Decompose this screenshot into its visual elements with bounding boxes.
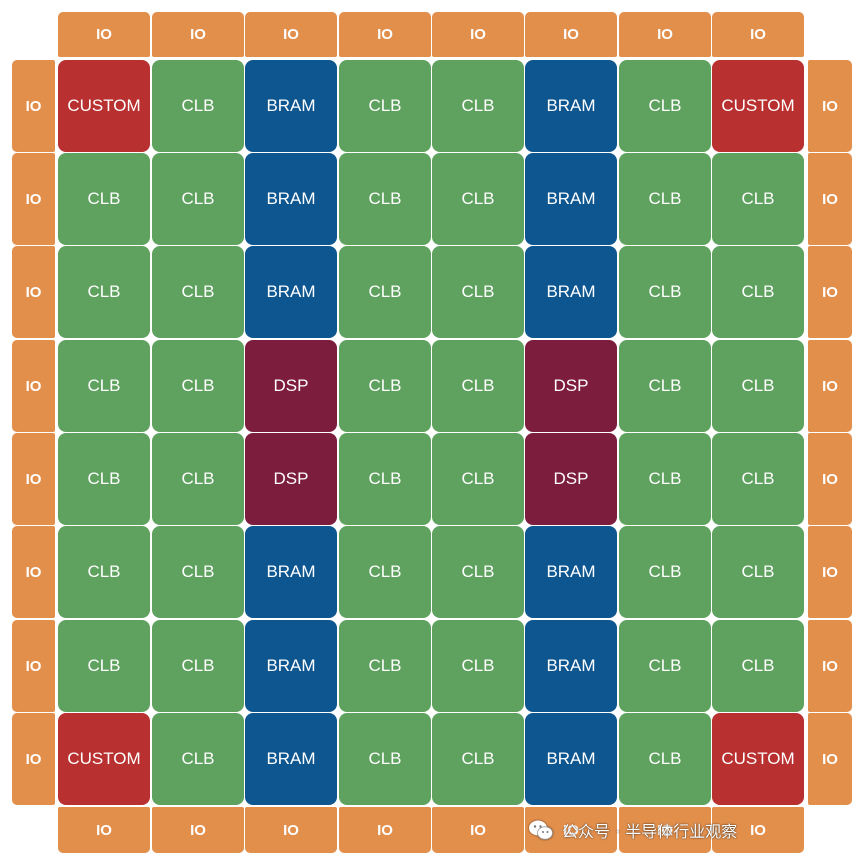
- clb-block: CLB: [712, 153, 804, 245]
- clb-block: CLB: [339, 340, 431, 432]
- clb-block: CLB: [432, 433, 524, 525]
- io-pad-left-7: IO: [12, 620, 55, 712]
- io-pad-left-8: IO: [12, 713, 55, 805]
- bram-block: BRAM: [525, 60, 617, 152]
- clb-block: CLB: [58, 153, 150, 245]
- io-pad-left-6: IO: [12, 526, 55, 618]
- io-pad-left-2: IO: [12, 153, 55, 245]
- io-pad-bottom-5: IO: [432, 807, 524, 853]
- io-pad-left-4: IO: [12, 340, 55, 432]
- clb-block: CLB: [432, 340, 524, 432]
- clb-block: CLB: [152, 526, 244, 618]
- io-pad-top-7: IO: [619, 12, 711, 57]
- bram-block: BRAM: [245, 60, 337, 152]
- clb-block: CLB: [432, 620, 524, 712]
- io-pad-right-6: IO: [808, 526, 852, 618]
- io-pad-left-1: IO: [12, 60, 55, 152]
- io-pad-top-4: IO: [339, 12, 431, 57]
- clb-block: CLB: [619, 246, 711, 338]
- clb-block: CLB: [152, 620, 244, 712]
- clb-block: CLB: [432, 60, 524, 152]
- clb-block: CLB: [432, 713, 524, 805]
- clb-block: CLB: [619, 526, 711, 618]
- clb-block: CLB: [712, 526, 804, 618]
- clb-block: CLB: [152, 246, 244, 338]
- clb-block: CLB: [339, 713, 431, 805]
- clb-block: CLB: [339, 433, 431, 525]
- io-pad-top-6: IO: [525, 12, 617, 57]
- clb-block: CLB: [432, 526, 524, 618]
- io-pad-bottom-4: IO: [339, 807, 431, 853]
- clb-block: CLB: [152, 153, 244, 245]
- io-pad-right-7: IO: [808, 620, 852, 712]
- clb-block: CLB: [58, 246, 150, 338]
- dsp-block: DSP: [245, 340, 337, 432]
- io-pad-bottom-8: IO: [712, 807, 804, 853]
- io-pad-right-4: IO: [808, 340, 852, 432]
- clb-block: CLB: [712, 246, 804, 338]
- bram-block: BRAM: [525, 713, 617, 805]
- clb-block: CLB: [58, 433, 150, 525]
- io-pad-bottom-6: IO: [525, 807, 617, 853]
- clb-block: CLB: [152, 713, 244, 805]
- io-pad-bottom-1: IO: [58, 807, 150, 853]
- clb-block: CLB: [619, 153, 711, 245]
- clb-block: CLB: [339, 246, 431, 338]
- io-pad-right-5: IO: [808, 433, 852, 525]
- clb-block: CLB: [619, 433, 711, 525]
- clb-block: CLB: [339, 620, 431, 712]
- clb-block: CLB: [58, 340, 150, 432]
- io-pad-bottom-3: IO: [245, 807, 337, 853]
- io-pad-right-3: IO: [808, 246, 852, 338]
- clb-block: CLB: [58, 620, 150, 712]
- io-pad-right-2: IO: [808, 153, 852, 245]
- io-pad-right-1: IO: [808, 60, 852, 152]
- clb-block: CLB: [339, 526, 431, 618]
- clb-block: CLB: [619, 60, 711, 152]
- clb-block: CLB: [619, 620, 711, 712]
- clb-block: CLB: [619, 340, 711, 432]
- clb-block: CLB: [432, 246, 524, 338]
- io-pad-top-2: IO: [152, 12, 244, 57]
- io-pad-bottom-7: IO: [619, 807, 711, 853]
- bram-block: BRAM: [525, 620, 617, 712]
- clb-block: CLB: [712, 620, 804, 712]
- clb-block: CLB: [58, 526, 150, 618]
- bram-block: BRAM: [525, 153, 617, 245]
- clb-block: CLB: [339, 153, 431, 245]
- custom-block: CUSTOM: [712, 713, 804, 805]
- io-pad-left-3: IO: [12, 246, 55, 338]
- clb-block: CLB: [712, 433, 804, 525]
- dsp-block: DSP: [525, 433, 617, 525]
- io-pad-top-1: IO: [58, 12, 150, 57]
- io-pad-right-8: IO: [808, 713, 852, 805]
- dsp-block: DSP: [245, 433, 337, 525]
- bram-block: BRAM: [245, 153, 337, 245]
- io-pad-left-5: IO: [12, 433, 55, 525]
- custom-block: CUSTOM: [58, 713, 150, 805]
- bram-block: BRAM: [245, 620, 337, 712]
- clb-block: CLB: [712, 340, 804, 432]
- custom-block: CUSTOM: [58, 60, 150, 152]
- clb-block: CLB: [152, 433, 244, 525]
- io-pad-bottom-2: IO: [152, 807, 244, 853]
- clb-block: CLB: [152, 60, 244, 152]
- clb-block: CLB: [152, 340, 244, 432]
- bram-block: BRAM: [525, 526, 617, 618]
- bram-block: BRAM: [245, 526, 337, 618]
- dsp-block: DSP: [525, 340, 617, 432]
- clb-block: CLB: [432, 153, 524, 245]
- bram-block: BRAM: [245, 713, 337, 805]
- clb-block: CLB: [619, 713, 711, 805]
- io-pad-top-3: IO: [245, 12, 337, 57]
- io-pad-top-8: IO: [712, 12, 804, 57]
- clb-block: CLB: [339, 60, 431, 152]
- io-pad-top-5: IO: [432, 12, 524, 57]
- bram-block: BRAM: [245, 246, 337, 338]
- bram-block: BRAM: [525, 246, 617, 338]
- custom-block: CUSTOM: [712, 60, 804, 152]
